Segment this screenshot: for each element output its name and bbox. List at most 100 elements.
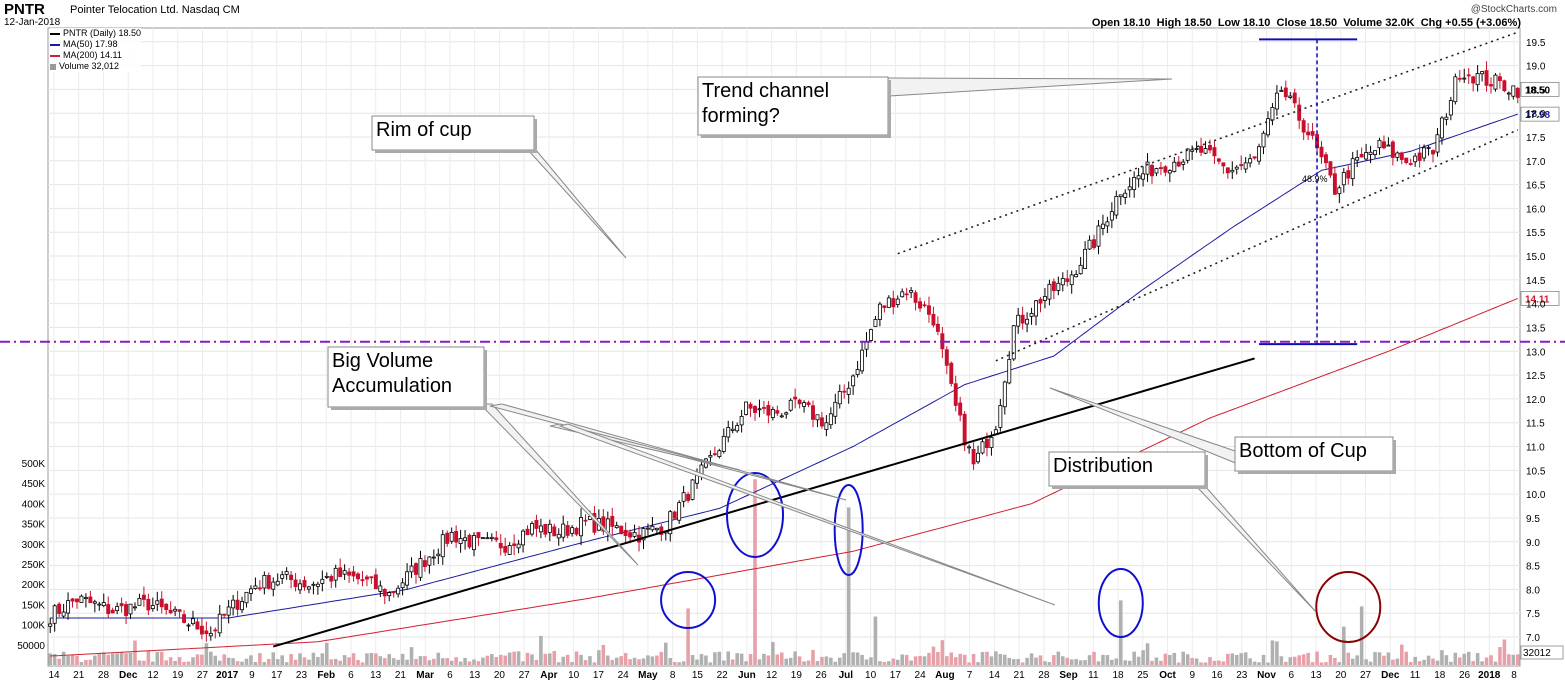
volume-tick-label: 50000	[17, 641, 45, 652]
chart-date: 12-Jan-2018	[4, 17, 61, 28]
volume-bar	[820, 656, 824, 665]
price-tick-label: 12.5	[1526, 371, 1546, 382]
volume-bar	[610, 659, 615, 665]
candle-body	[1123, 192, 1128, 198]
candle-body	[1114, 196, 1119, 216]
candle-body	[1105, 221, 1110, 227]
candle-body	[811, 405, 815, 420]
candle-body	[1203, 148, 1208, 154]
volume-bar	[833, 661, 838, 665]
candle-body	[779, 415, 784, 418]
volume-bar	[490, 654, 494, 665]
candle-body	[1457, 77, 1462, 80]
volume-bar	[1127, 660, 1132, 665]
volume-bar	[1288, 657, 1293, 665]
volume-bar	[209, 651, 213, 665]
volume-bar	[726, 651, 731, 665]
candle-body	[837, 391, 842, 405]
candle-body	[235, 599, 240, 610]
volume-bar	[1168, 654, 1172, 665]
volume-bar	[70, 654, 75, 665]
volume-bar	[110, 653, 115, 665]
volume-bar	[802, 661, 806, 665]
volume-bar	[668, 658, 673, 665]
volume-bar	[298, 653, 302, 665]
volume-bar	[895, 659, 900, 665]
candle-body	[400, 582, 405, 589]
candle-body	[530, 523, 534, 535]
candle-body	[454, 530, 459, 543]
volume-bar	[1230, 653, 1235, 665]
volume-bar	[235, 661, 240, 665]
volume-bar	[739, 653, 744, 665]
time-tick-label: Dec	[119, 670, 138, 681]
candle-body	[360, 579, 365, 582]
candle-body	[1069, 274, 1074, 286]
volume-bar	[351, 653, 356, 665]
volume-bar	[387, 654, 392, 665]
volume-bar	[124, 653, 128, 665]
price-tick-label: 13.0	[1526, 347, 1546, 358]
candle-body	[338, 567, 343, 577]
volume-bar	[601, 644, 606, 665]
volume-bar	[565, 654, 570, 665]
volume-bar	[1217, 660, 1221, 665]
support-trendline	[272, 357, 1255, 648]
callout-shadow-bottom	[1052, 486, 1208, 489]
candle-body	[819, 417, 824, 427]
candle-body	[619, 525, 624, 535]
candle-body	[516, 543, 521, 549]
candle-body	[182, 614, 187, 623]
volume-bar	[1092, 651, 1096, 665]
candle-body	[364, 576, 369, 580]
candle-body	[146, 598, 151, 611]
volume-bar	[347, 657, 351, 665]
volume-bar	[382, 658, 387, 665]
candle-body	[1435, 134, 1440, 153]
price-tick-label: 18.5	[1526, 85, 1546, 96]
candle-body	[525, 528, 530, 536]
candle-body	[431, 556, 436, 559]
volume-bar	[302, 657, 307, 665]
candle-body	[405, 571, 410, 586]
volume-bar	[293, 659, 298, 665]
moving-averages	[50, 113, 1518, 657]
candle-body	[1417, 152, 1422, 161]
volume-bar	[1266, 662, 1270, 665]
volume-bar	[1141, 650, 1145, 665]
candle-body	[1056, 282, 1061, 291]
candle-body	[761, 407, 766, 409]
candle-body	[315, 583, 320, 587]
volume-bar	[953, 657, 958, 665]
volume-bar	[1395, 658, 1400, 665]
volume-bar	[1065, 657, 1070, 665]
candle-body	[1087, 239, 1092, 250]
candle-body	[547, 523, 552, 533]
ma200-line	[50, 297, 1518, 657]
time-tick-label: 28	[1038, 670, 1050, 681]
axes: 7.0 7.5 8.0 8.5 9.0 9.5 10.0 10.5 11.0 11.5 12.0 12…	[17, 38, 1546, 681]
volume-bar	[860, 654, 864, 665]
volume-bar	[262, 662, 267, 665]
volume-bar	[1257, 662, 1261, 665]
candle-body	[320, 578, 325, 584]
volume-bar	[115, 653, 119, 665]
candle-body	[311, 583, 316, 586]
candle-body	[641, 528, 646, 541]
candle-body	[579, 517, 584, 537]
volume-bar	[998, 654, 1003, 665]
volume-bar	[931, 646, 936, 665]
candle-body	[1324, 154, 1328, 164]
price-tick-label: 10.5	[1526, 466, 1546, 477]
volume-bar	[1243, 652, 1248, 665]
volume-bar	[989, 656, 994, 665]
volume-bar	[1163, 653, 1168, 665]
time-tick-label: Mar	[416, 670, 434, 681]
candle-body	[79, 595, 84, 603]
candle-body	[949, 362, 954, 384]
candle-body	[1051, 281, 1056, 292]
volume-bar	[842, 653, 847, 665]
volume-bar	[1324, 662, 1328, 665]
legend-swatch-ma50	[50, 43, 60, 46]
time-tick-label: 28	[98, 670, 110, 681]
